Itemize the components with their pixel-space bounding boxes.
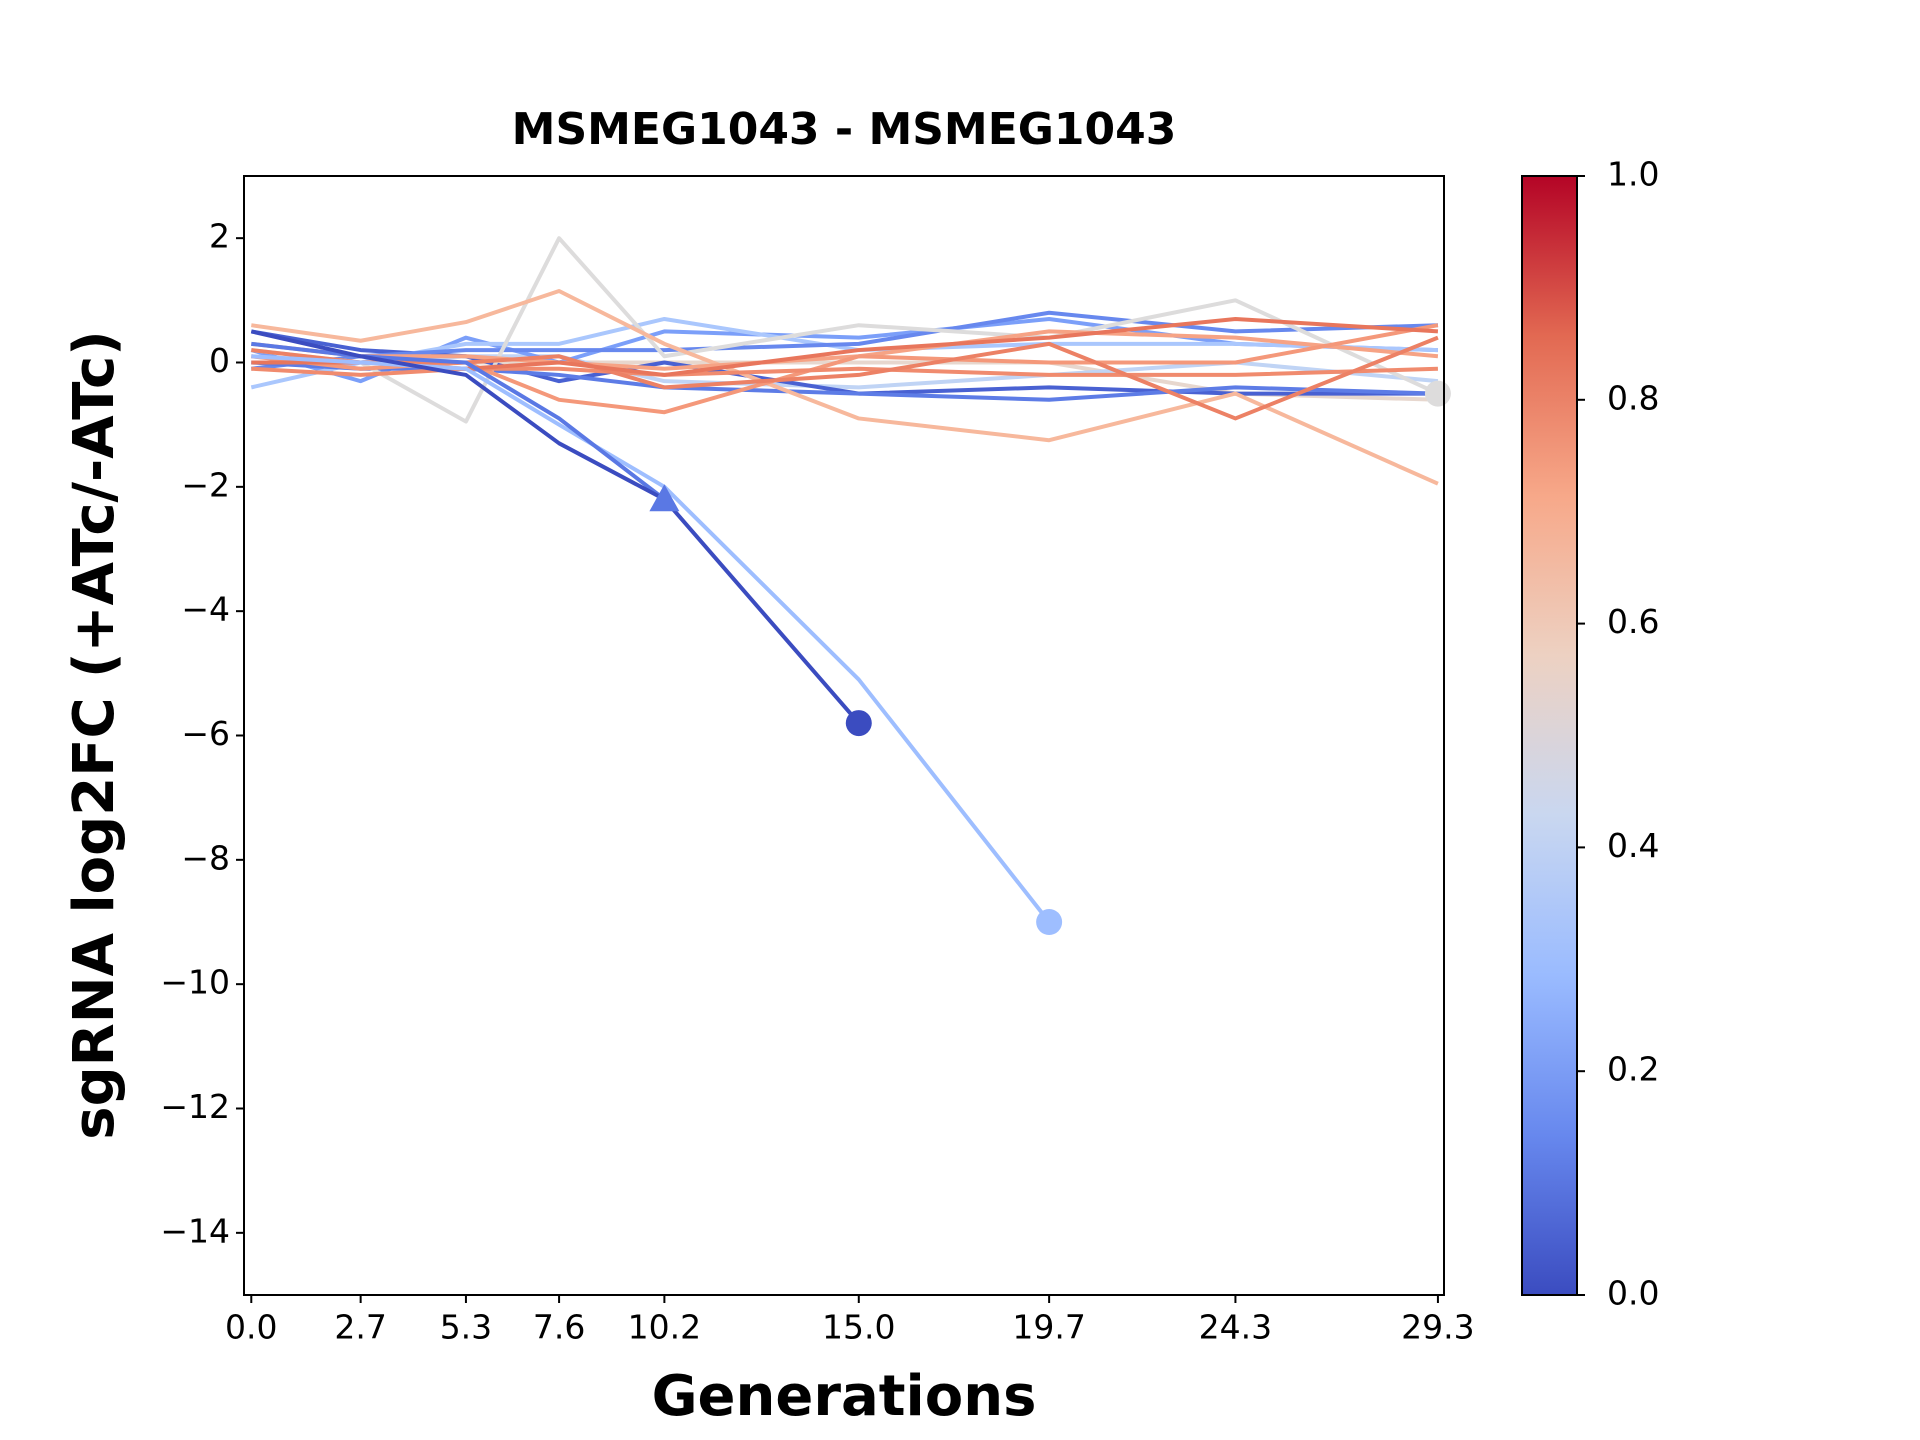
colorbar-tick-label: 0.2 bbox=[1607, 1050, 1659, 1089]
colorbar-tick-label: 0.4 bbox=[1607, 826, 1659, 865]
x-tick-label: 5.3 bbox=[440, 1308, 492, 1347]
x-tick-label: 29.3 bbox=[1401, 1308, 1474, 1347]
series-line bbox=[250, 329, 861, 725]
y-tick-label: −2 bbox=[181, 465, 230, 504]
end-marker bbox=[649, 484, 680, 512]
plot-frame bbox=[243, 175, 1445, 1296]
end-marker bbox=[1036, 909, 1063, 935]
series-line bbox=[251, 354, 1439, 390]
x-tick-label: 0.0 bbox=[225, 1308, 277, 1347]
y-tick-label: −4 bbox=[181, 590, 230, 629]
end-marker bbox=[845, 710, 872, 737]
x-tick-label: 24.3 bbox=[1199, 1308, 1272, 1347]
x-tick-label: 15.0 bbox=[822, 1308, 895, 1347]
colorbar-tick-label: 1.0 bbox=[1607, 155, 1659, 194]
x-tick-label: 2.7 bbox=[334, 1308, 386, 1347]
colorbar-tick-label: 0.6 bbox=[1607, 602, 1659, 641]
series-line bbox=[251, 341, 666, 501]
x-axis-label: Generations bbox=[652, 1364, 1037, 1429]
series-line bbox=[251, 323, 1439, 415]
plot-lines bbox=[250, 236, 1439, 924]
y-tick-label: −10 bbox=[160, 963, 230, 1002]
y-tick-label: −8 bbox=[181, 838, 230, 877]
x-tick-label: 7.6 bbox=[533, 1308, 585, 1347]
end-marker bbox=[1424, 380, 1451, 407]
series-line bbox=[251, 329, 1439, 371]
y-tick-label: −12 bbox=[160, 1087, 230, 1126]
colorbar-tick-label: 0.0 bbox=[1607, 1274, 1659, 1313]
x-tick-label: 19.7 bbox=[1012, 1308, 1085, 1347]
y-tick-label: −6 bbox=[181, 714, 230, 753]
y-tick-label: 0 bbox=[209, 341, 230, 380]
series-line bbox=[251, 289, 1439, 486]
y-axis-label: sgRNA log2FC (+ATc/-ATc) bbox=[62, 330, 127, 1140]
y-tick-label: 2 bbox=[209, 217, 230, 256]
colorbar-tick-label: 0.8 bbox=[1607, 378, 1659, 417]
y-tick-label: −14 bbox=[160, 1211, 230, 1250]
series-line bbox=[251, 236, 1439, 424]
x-tick-label: 10.2 bbox=[628, 1308, 701, 1347]
chart-title: MSMEG1043 - MSMEG1043 bbox=[512, 104, 1177, 155]
series-line bbox=[251, 354, 1051, 924]
colorbar bbox=[1521, 175, 1578, 1296]
